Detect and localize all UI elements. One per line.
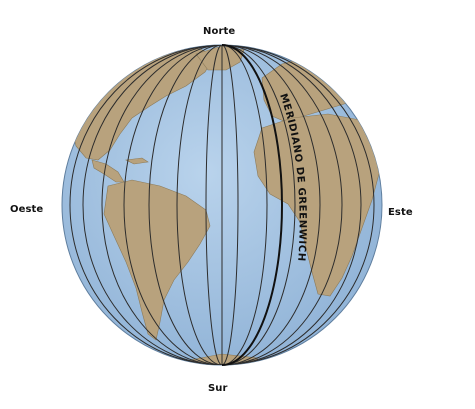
- meridian-line: [123, 45, 321, 365]
- meridian-line: [82, 45, 362, 365]
- east-label: Este: [388, 207, 413, 218]
- west-label: Oeste: [10, 204, 44, 215]
- meridian-line: [205, 45, 239, 365]
- meridian-lines: [69, 45, 375, 365]
- north-label: Norte: [203, 26, 236, 37]
- meridian-line: [176, 45, 268, 365]
- meridian-line: [148, 45, 296, 365]
- greenwich-meridian: [221, 44, 283, 366]
- continent-central-america: [91, 159, 125, 183]
- meridian-line: [101, 45, 343, 365]
- south-label: Sur: [208, 383, 228, 394]
- caribbean-islands: [124, 157, 149, 165]
- continent-south-america: [103, 179, 211, 341]
- meridian-line: [69, 45, 375, 365]
